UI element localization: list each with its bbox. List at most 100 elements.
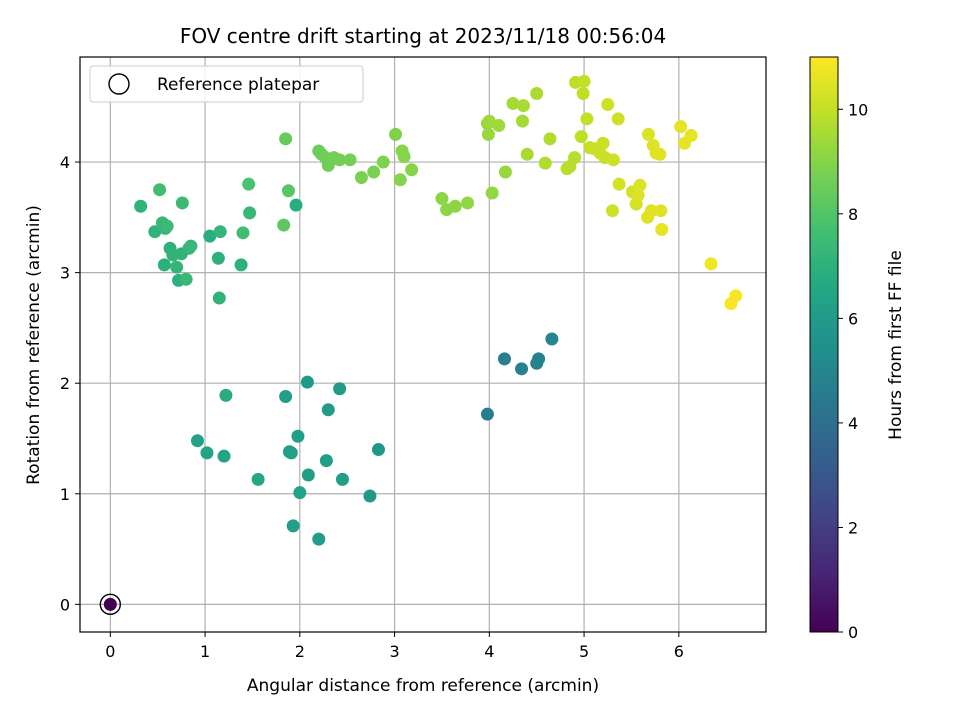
data-point	[284, 446, 298, 460]
x-tick-label: 0	[105, 642, 115, 661]
data-point	[251, 472, 265, 486]
data-point	[397, 150, 411, 164]
data-point	[532, 352, 546, 366]
colorbar-tick-label: 2	[848, 518, 858, 537]
data-point	[243, 206, 257, 220]
colorbar-tick-label: 4	[848, 414, 858, 433]
data-point	[580, 112, 594, 126]
x-axis-label: Angular distance from reference (arcmin)	[247, 676, 599, 696]
data-point	[289, 198, 303, 212]
colorbar: 0 2 4 6 8 10 Hours from first FF file	[809, 56, 906, 642]
data-point	[321, 403, 335, 417]
colorbar-tick-label: 6	[848, 309, 858, 328]
data-point	[545, 332, 559, 346]
data-point	[179, 272, 193, 286]
data-point	[405, 163, 419, 177]
data-point	[389, 127, 403, 141]
data-point	[497, 352, 511, 366]
data-point	[530, 86, 544, 100]
data-point	[606, 153, 620, 167]
data-point	[612, 177, 626, 191]
data-point	[291, 429, 305, 443]
data-point	[376, 155, 390, 169]
data-point	[279, 389, 293, 403]
colorbar-ticks: 0 2 4 6 8 10	[838, 100, 868, 642]
data-point	[684, 129, 698, 143]
data-point	[653, 147, 667, 161]
x-tick-label: 3	[389, 642, 399, 661]
data-point	[606, 204, 620, 218]
data-point	[704, 257, 718, 271]
data-point	[516, 99, 530, 113]
data-point	[642, 127, 656, 141]
legend-marker	[108, 73, 130, 95]
data-point	[506, 96, 520, 110]
legend: Reference platepar	[89, 65, 364, 103]
data-point	[492, 119, 506, 133]
data-point	[576, 86, 590, 100]
data-point	[498, 165, 512, 179]
chart-title: FOV centre drift starting at 2023/11/18 …	[180, 24, 666, 48]
data-point	[148, 225, 162, 239]
reference-point	[103, 597, 117, 611]
data-point	[200, 446, 214, 460]
data-point	[601, 98, 615, 112]
data-point	[343, 153, 357, 167]
colorbar-tick-label: 0	[848, 623, 858, 642]
y-axis-ticks: 0 1 2 3 4	[60, 153, 80, 614]
data-point	[577, 74, 591, 88]
data-point	[212, 291, 226, 305]
x-axis-ticks: 0 1 2 3 4 5 6	[105, 632, 684, 661]
colorbar-label: Hours from first FF file	[886, 250, 906, 440]
colorbar-tick-label: 8	[848, 205, 858, 224]
data-point	[279, 132, 293, 146]
data-point	[160, 219, 174, 233]
x-tick-label: 2	[295, 642, 305, 661]
data-point	[568, 151, 582, 165]
y-tick-label: 4	[60, 153, 70, 172]
data-point	[184, 239, 198, 253]
data-point	[461, 196, 475, 210]
data-point	[134, 199, 148, 213]
data-point	[281, 184, 295, 198]
data-point	[481, 127, 495, 141]
x-tick-label: 1	[200, 642, 210, 661]
data-point	[277, 218, 291, 232]
data-point	[485, 186, 499, 200]
data-point	[203, 229, 217, 243]
data-point	[515, 114, 529, 128]
data-point	[543, 132, 557, 146]
data-point	[219, 388, 233, 402]
data-point	[611, 112, 625, 126]
data-point	[301, 468, 315, 482]
data-point	[654, 204, 668, 218]
data-point	[371, 443, 385, 457]
data-point	[515, 362, 529, 376]
data-point	[153, 183, 167, 197]
y-tick-label: 3	[60, 264, 70, 283]
data-point	[633, 178, 647, 192]
data-point	[211, 251, 225, 265]
data-point	[175, 196, 189, 210]
y-tick-label: 2	[60, 374, 70, 393]
data-point	[574, 130, 588, 144]
colorbar-tick-label: 10	[848, 100, 868, 119]
data-point	[300, 375, 314, 389]
data-point	[236, 226, 250, 240]
reference-ring	[99, 593, 122, 616]
data-point	[286, 519, 300, 533]
data-point	[631, 188, 645, 202]
y-tick-label: 1	[60, 485, 70, 504]
plot-frame	[79, 56, 767, 633]
data-point	[354, 171, 368, 185]
data-point	[655, 223, 669, 236]
data-point	[393, 173, 407, 187]
grid-lines	[80, 57, 766, 632]
data-point	[596, 136, 610, 150]
data-point	[333, 382, 347, 396]
data-point	[520, 147, 534, 161]
x-tick-label: 5	[579, 642, 589, 661]
data-point	[644, 204, 658, 218]
y-tick-label: 0	[60, 595, 70, 614]
